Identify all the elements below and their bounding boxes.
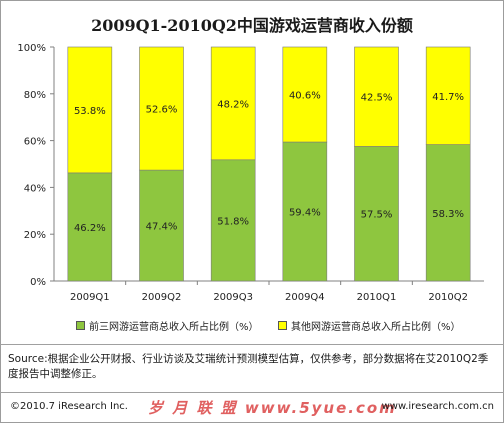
legend-label-others: 其他网游运营商总收入所占比例（%） [291,322,461,333]
bar-top3 [354,146,399,282]
data-label: 59.4% [289,208,321,219]
data-label: 42.5% [361,93,393,104]
legend: 前三网游运营商总收入所占比例（%） 其他网游运营商总收入所占比例（%） [70,318,490,336]
bar-top3 [425,144,471,282]
x-tick-label: 2009Q4 [285,292,325,303]
bar-others [139,46,184,171]
footer: ©2010.7 iResearch Inc. 岁 月 联 盟 www.5yue.… [0,396,504,420]
bar-others [210,46,256,161]
x-tick-label: 2009Q1 [70,292,110,303]
bar-others [354,46,399,147]
y-tick-label: 20% [24,230,46,241]
bar-others [282,46,328,143]
data-label: 52.6% [146,105,178,116]
data-label: 48.2% [217,99,249,110]
x-tick-label: 2010Q1 [357,292,397,303]
data-label: 41.7% [432,92,464,103]
y-tick-label: 0% [30,277,46,288]
data-label: 57.5% [361,210,393,221]
data-label: 53.8% [74,106,106,117]
bar-top3 [139,169,184,282]
copyright: ©2010.7 iResearch Inc. [10,401,128,412]
bar-top3 [67,172,113,282]
divider [0,344,504,345]
watermark: 岁 月 联 盟 www.5yue.com [148,399,397,417]
legend-swatch-others [278,321,287,330]
website-link[interactable]: www.iresearch.com.cn [381,401,494,412]
divider [0,392,504,393]
data-label: 40.6% [289,91,321,102]
chart-title: 2009Q1-2010Q2中国游戏运营商收入份额 [91,16,413,35]
bar-top3 [282,141,328,282]
bar-others [425,46,471,145]
legend-swatch-top3 [76,321,85,330]
data-label: 58.3% [432,209,464,220]
y-tick-label: 40% [24,183,46,194]
data-label: 46.2% [74,223,106,234]
legend-label-top3: 前三网游运营商总收入所占比例（%） [89,322,259,333]
x-tick-label: 2009Q3 [213,292,253,303]
source-note: Source:根据企业公开财报、行业访谈及艾瑞统计预测模型估算，仅供参考，部分数… [8,353,489,380]
bar-top3 [210,159,256,282]
x-tick-label: 2010Q2 [428,292,468,303]
y-tick-label: 80% [24,90,46,101]
legend-item-others: 其他网游运营商总收入所占比例（%） [278,318,461,333]
legend-item-top3: 前三网游运营商总收入所占比例（%） [76,318,259,333]
data-label: 51.8% [217,216,249,227]
data-label: 47.4% [146,222,178,233]
plot-area: 0% 20% 40% 60% 80% 100% 46.2% 53.8% 2009Q1 47.4% 5… [17,43,484,303]
y-tick-label: 100% [17,43,46,54]
y-tick-label: 60% [24,137,46,148]
bar-others [67,46,113,174]
x-tick-label: 2009Q2 [142,292,182,303]
